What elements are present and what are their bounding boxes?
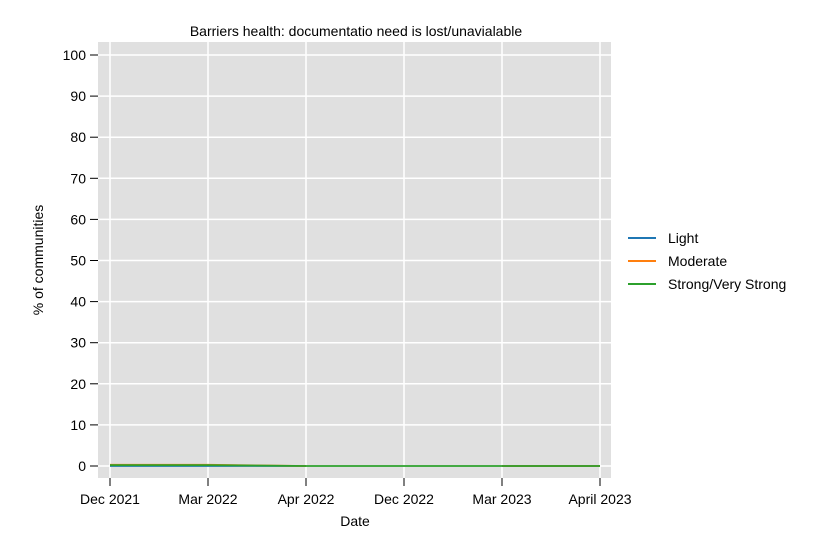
x-tick-label: Mar 2022: [178, 491, 237, 507]
y-tick-label: 20: [70, 376, 86, 392]
y-tick-label: 60: [70, 211, 86, 227]
series-line-strong-very-strong: [110, 464, 600, 467]
legend: Light Moderate Strong/Very Strong: [628, 230, 786, 292]
y-tick-label: 30: [70, 335, 86, 351]
series-lines: [110, 463, 600, 467]
x-tick-label: Apr 2022: [278, 491, 335, 507]
y-tick-label: 80: [70, 129, 86, 145]
y-tick-label: 100: [63, 47, 87, 63]
y-tick-label: 0: [78, 458, 86, 474]
y-axis: 0 10 20 30 40 50 60 70 80 90 100: [63, 47, 98, 474]
y-tick-label: 90: [70, 88, 86, 104]
legend-label: Light: [668, 230, 698, 246]
grid-lines: [98, 42, 611, 478]
y-axis-title: % of communities: [30, 205, 46, 315]
x-tick-label: Dec 2021: [80, 491, 140, 507]
x-tick-label: April 2023: [568, 491, 631, 507]
y-tick-label: 40: [70, 294, 86, 310]
chart-title: Barriers health: documentatio need is lo…: [190, 23, 523, 39]
x-axis-title: Date: [340, 513, 370, 529]
legend-label: Moderate: [668, 253, 727, 269]
x-tick-label: Mar 2023: [472, 491, 531, 507]
legend-label: Strong/Very Strong: [668, 276, 786, 292]
x-axis: Dec 2021 Mar 2022 Apr 2022 Dec 2022 Mar 2023…: [80, 478, 632, 507]
x-tick-label: Dec 2022: [374, 491, 434, 507]
y-tick-label: 50: [70, 253, 86, 269]
y-tick-label: 10: [70, 417, 86, 433]
y-tick-label: 70: [70, 170, 86, 186]
